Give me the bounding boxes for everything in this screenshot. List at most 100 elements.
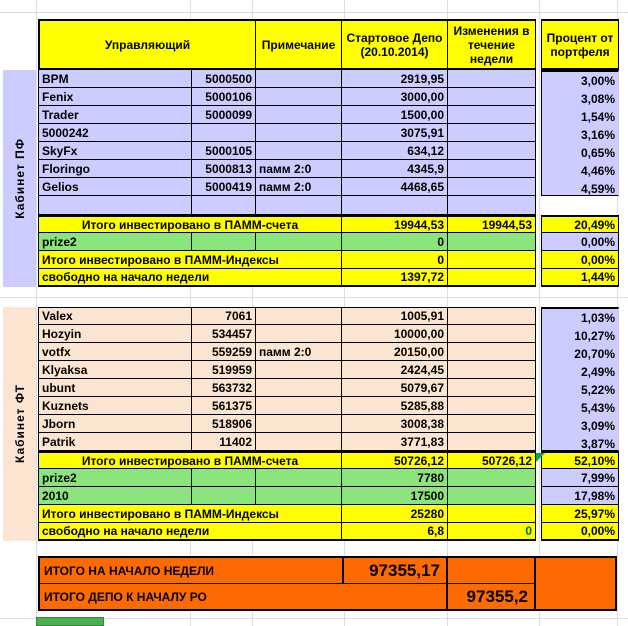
cell-free-change[interactable]: 0 bbox=[448, 523, 536, 541]
cell-note[interactable]: памм 2:0 bbox=[256, 160, 342, 178]
cell-prize-label[interactable]: 2010 bbox=[38, 487, 192, 505]
cell-week-change[interactable] bbox=[448, 88, 536, 106]
cell-manager-name[interactable]: BPM bbox=[38, 70, 192, 88]
cell-week-change[interactable] bbox=[448, 379, 536, 397]
cell-total-pamm-label[interactable]: Итого инвестировано в ПАММ-счета bbox=[38, 215, 342, 233]
cell-total-pamm-depo[interactable]: 50726,12 bbox=[342, 451, 448, 469]
cabinet-pf-label[interactable]: Кабинет ПФ bbox=[3, 70, 36, 287]
cell-prize-account[interactable] bbox=[192, 469, 256, 487]
cell-manager-name[interactable]: Patrik bbox=[38, 433, 192, 451]
cell-start-depo[interactable]: 4468,65 bbox=[342, 178, 448, 196]
cell-week-change[interactable] bbox=[448, 433, 536, 451]
cell-start-depo[interactable]: 20150,00 bbox=[342, 343, 448, 361]
cell-manager-name[interactable]: Hozyin bbox=[38, 325, 192, 343]
cell-account[interactable]: 5000500 bbox=[192, 70, 256, 88]
cell-prize-change[interactable] bbox=[448, 233, 536, 251]
cell-account[interactable]: 7061 bbox=[192, 307, 256, 325]
cell-prize-depo[interactable]: 17500 bbox=[342, 487, 448, 505]
cell-start-depo[interactable]: 5285,88 bbox=[342, 397, 448, 415]
cell-start-depo[interactable]: 5079,67 bbox=[342, 379, 448, 397]
cell-total-pamm-depo[interactable]: 19944,53 bbox=[342, 215, 448, 233]
cell-note[interactable] bbox=[256, 379, 342, 397]
cell-manager-name[interactable]: Klyaksa bbox=[38, 361, 192, 379]
cell-account[interactable]: 519959 bbox=[192, 361, 256, 379]
cabinet-ft-label[interactable]: Кабинет ФТ bbox=[3, 307, 36, 541]
cell-note[interactable] bbox=[256, 70, 342, 88]
cell-week-change[interactable] bbox=[448, 343, 536, 361]
cell-pct[interactable]: 3,08% bbox=[580, 92, 615, 106]
cell-account[interactable]: 5000105 bbox=[192, 142, 256, 160]
cell-manager-name[interactable]: Valex bbox=[38, 307, 192, 325]
header-portfolio-pct[interactable]: Процент от портфеля bbox=[541, 19, 619, 70]
cell-prize-change[interactable] bbox=[448, 469, 536, 487]
cell-account[interactable]: 5000099 bbox=[192, 106, 256, 124]
cell-week-change[interactable] bbox=[448, 124, 536, 142]
cell-note[interactable] bbox=[256, 415, 342, 433]
cell-week-change[interactable] bbox=[448, 70, 536, 88]
cell-free-depo[interactable]: 1397,72 bbox=[342, 269, 448, 287]
cell-note[interactable] bbox=[256, 307, 342, 325]
cell-pct[interactable]: 0,65% bbox=[580, 146, 615, 160]
cell-note[interactable]: памм 2:0 bbox=[256, 178, 342, 196]
cell-total-index-pct[interactable]: 25,97% bbox=[541, 505, 619, 523]
cell-pct[interactable]: 3,87% bbox=[580, 437, 615, 451]
cell-week-change[interactable] bbox=[448, 178, 536, 196]
cell-start-depo[interactable]: 3000,00 bbox=[342, 88, 448, 106]
cell-week-change[interactable] bbox=[448, 325, 536, 343]
cell-empty[interactable] bbox=[256, 196, 342, 215]
cell-start-depo[interactable]: 2919,95 bbox=[342, 70, 448, 88]
cell-manager-name[interactable]: Fenix bbox=[38, 88, 192, 106]
cell-prize-depo[interactable]: 0 bbox=[342, 233, 448, 251]
cell-start-depo[interactable]: 10000,00 bbox=[342, 325, 448, 343]
cell-total-index-change[interactable] bbox=[448, 505, 536, 523]
cell-account[interactable]: 5000813 bbox=[192, 160, 256, 178]
header-start-depo[interactable]: Стартовое Депо (20.10.2014) bbox=[342, 19, 448, 70]
cell-manager-name[interactable]: SkyFx bbox=[38, 142, 192, 160]
cell-total-pamm-change[interactable]: 19944,53 bbox=[448, 215, 536, 233]
header-manager[interactable]: Управляющий bbox=[38, 19, 256, 70]
cell-prize-pct[interactable]: 7,99% bbox=[541, 469, 619, 487]
header-note[interactable]: Примечание bbox=[256, 19, 342, 70]
cell-empty[interactable] bbox=[38, 196, 192, 215]
cell-prize-account[interactable] bbox=[192, 233, 256, 251]
cell-summary-week-start-value[interactable]: 97355,17 bbox=[344, 556, 448, 584]
cell-free-label[interactable]: свободно на начало недели bbox=[38, 269, 342, 287]
cell-summary-right-merged[interactable] bbox=[536, 556, 617, 611]
cell-start-depo[interactable]: 4345,9 bbox=[342, 160, 448, 178]
cell-prize-pct[interactable]: 0,00% bbox=[541, 233, 619, 251]
cell-account[interactable]: 11402 bbox=[192, 433, 256, 451]
cell-pct[interactable]: 5,43% bbox=[580, 401, 615, 415]
cell-pct[interactable]: 1,03% bbox=[580, 311, 615, 325]
cell-account[interactable]: 563732 bbox=[192, 379, 256, 397]
cell-manager-name[interactable]: Floringo bbox=[38, 160, 192, 178]
cell-total-index-pct[interactable]: 0,00% bbox=[541, 251, 619, 269]
cell-account[interactable]: 518906 bbox=[192, 415, 256, 433]
cell-total-pamm-change[interactable]: 50726,12 bbox=[448, 451, 536, 469]
cell-manager-name[interactable]: 5000242 bbox=[38, 124, 192, 142]
cell-pct[interactable]: 3,00% bbox=[580, 74, 615, 88]
cell-start-depo[interactable]: 1500,00 bbox=[342, 106, 448, 124]
cell-manager-name[interactable]: Gelios bbox=[38, 178, 192, 196]
cell-prize-note[interactable] bbox=[256, 469, 342, 487]
cell-total-index-depo[interactable]: 25280 bbox=[342, 505, 448, 523]
cell-manager-name[interactable]: Jborn bbox=[38, 415, 192, 433]
header-week-change[interactable]: Изменения в течение недели bbox=[448, 19, 536, 70]
cell-note[interactable] bbox=[256, 88, 342, 106]
cell-note[interactable]: памм 2:0 bbox=[256, 343, 342, 361]
cell-prize-label[interactable]: prize2 bbox=[38, 233, 192, 251]
cell-pct[interactable]: 4,46% bbox=[580, 164, 615, 178]
cell-pct[interactable]: 4,59% bbox=[580, 182, 615, 196]
cell-manager-name[interactable]: ubunt bbox=[38, 379, 192, 397]
cell-week-change[interactable] bbox=[448, 415, 536, 433]
cell-manager-name[interactable]: Kuznets bbox=[38, 397, 192, 415]
cell-total-index-label[interactable]: Итого инвестировано в ПАММ-Индексы bbox=[38, 505, 342, 523]
cell-account[interactable]: 534457 bbox=[192, 325, 256, 343]
cell-empty[interactable] bbox=[192, 196, 256, 215]
cell-account[interactable]: 5000419 bbox=[192, 178, 256, 196]
cell-note[interactable] bbox=[256, 433, 342, 451]
cell-start-depo[interactable]: 634,12 bbox=[342, 142, 448, 160]
cell-total-pamm-pct[interactable]: 20,49% bbox=[541, 215, 619, 233]
cell-note[interactable] bbox=[256, 325, 342, 343]
cell-pct[interactable]: 10,27% bbox=[574, 329, 615, 343]
cell-start-depo[interactable]: 1005,91 bbox=[342, 307, 448, 325]
